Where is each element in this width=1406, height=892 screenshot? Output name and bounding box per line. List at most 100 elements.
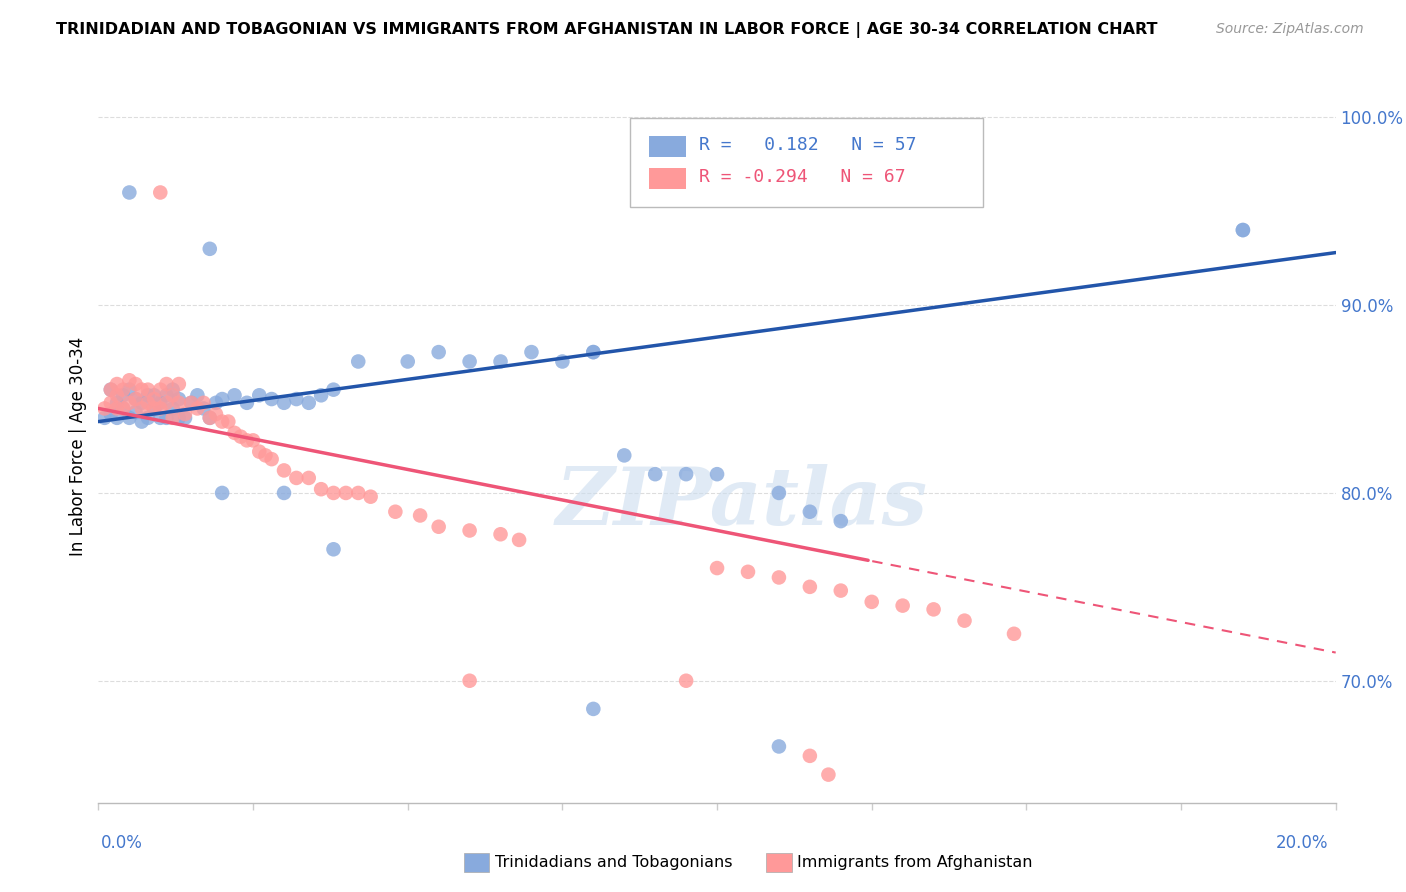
Point	[260, 392, 283, 406]
Point	[149, 383, 172, 397]
Text: Immigrants from Afghanistan: Immigrants from Afghanistan	[797, 855, 1032, 870]
Point	[260, 452, 283, 467]
Point	[162, 410, 184, 425]
Point	[322, 383, 344, 397]
Point	[613, 449, 636, 463]
Point	[224, 425, 246, 440]
Point	[817, 767, 839, 781]
Text: Trinidadians and Tobagonians: Trinidadians and Tobagonians	[495, 855, 733, 870]
Point	[112, 383, 135, 397]
Point	[143, 401, 166, 416]
Point	[551, 354, 574, 368]
Point	[155, 377, 177, 392]
Point	[211, 486, 233, 500]
Point	[205, 396, 228, 410]
Point	[322, 542, 344, 557]
Text: ZIPatlas: ZIPatlas	[555, 465, 928, 541]
Point	[198, 410, 221, 425]
Point	[118, 373, 141, 387]
Point	[174, 410, 197, 425]
Point	[247, 388, 270, 402]
Point	[167, 377, 190, 392]
Point	[124, 405, 146, 419]
Point	[458, 673, 481, 688]
Point	[136, 396, 159, 410]
Point	[198, 242, 221, 256]
Point	[675, 673, 697, 688]
Point	[93, 401, 115, 416]
Point	[131, 396, 153, 410]
Point	[582, 702, 605, 716]
Point	[953, 614, 976, 628]
Point	[118, 383, 141, 397]
Point	[799, 505, 821, 519]
Text: TRINIDADIAN AND TOBAGONIAN VS IMMIGRANTS FROM AFGHANISTAN IN LABOR FORCE | AGE 3: TRINIDADIAN AND TOBAGONIAN VS IMMIGRANTS…	[56, 22, 1157, 38]
Text: R = -0.294   N = 67: R = -0.294 N = 67	[699, 168, 905, 186]
Point	[360, 490, 382, 504]
Point	[396, 354, 419, 368]
Point	[186, 401, 208, 416]
Point	[186, 388, 208, 402]
Point	[118, 396, 141, 410]
Point	[136, 383, 159, 397]
Point	[458, 354, 481, 368]
Point	[298, 396, 321, 410]
Point	[706, 561, 728, 575]
Point	[224, 388, 246, 402]
Point	[860, 595, 883, 609]
Point	[768, 570, 790, 584]
Point	[489, 527, 512, 541]
Point	[112, 401, 135, 416]
Point	[247, 444, 270, 458]
Text: Source: ZipAtlas.com: Source: ZipAtlas.com	[1216, 22, 1364, 37]
Point	[309, 388, 332, 402]
Text: 20.0%: 20.0%	[1277, 834, 1329, 852]
Point	[830, 583, 852, 598]
Point	[118, 410, 141, 425]
Text: 0.0%: 0.0%	[101, 834, 143, 852]
Point	[1232, 223, 1254, 237]
Point	[155, 388, 177, 402]
Point	[100, 383, 122, 397]
Point	[198, 410, 221, 425]
Point	[193, 401, 215, 416]
Point	[193, 396, 215, 410]
Point	[105, 396, 128, 410]
Point	[520, 345, 543, 359]
Point	[149, 396, 172, 410]
Point	[174, 407, 197, 421]
Point	[143, 392, 166, 406]
Point	[582, 345, 605, 359]
Point	[427, 520, 450, 534]
Point	[273, 463, 295, 477]
Point	[211, 392, 233, 406]
Point	[124, 377, 146, 392]
Point	[143, 388, 166, 402]
Point	[124, 392, 146, 406]
Bar	[650, 168, 686, 189]
Point	[149, 410, 172, 425]
Point	[273, 486, 295, 500]
Point	[180, 396, 202, 410]
Point	[136, 410, 159, 425]
Point	[167, 396, 190, 410]
Point	[131, 401, 153, 416]
Point	[143, 401, 166, 416]
Point	[100, 383, 122, 397]
Bar	[650, 136, 686, 157]
Point	[236, 396, 259, 410]
Point	[180, 396, 202, 410]
Point	[118, 186, 141, 200]
Point	[285, 471, 308, 485]
Point	[508, 533, 530, 547]
Point	[706, 467, 728, 482]
Point	[105, 388, 128, 402]
Point	[458, 524, 481, 538]
Point	[242, 434, 264, 448]
Point	[229, 429, 252, 443]
Point	[167, 410, 190, 425]
Point	[131, 415, 153, 429]
Point	[347, 354, 370, 368]
Point	[1232, 223, 1254, 237]
Point	[167, 392, 190, 406]
